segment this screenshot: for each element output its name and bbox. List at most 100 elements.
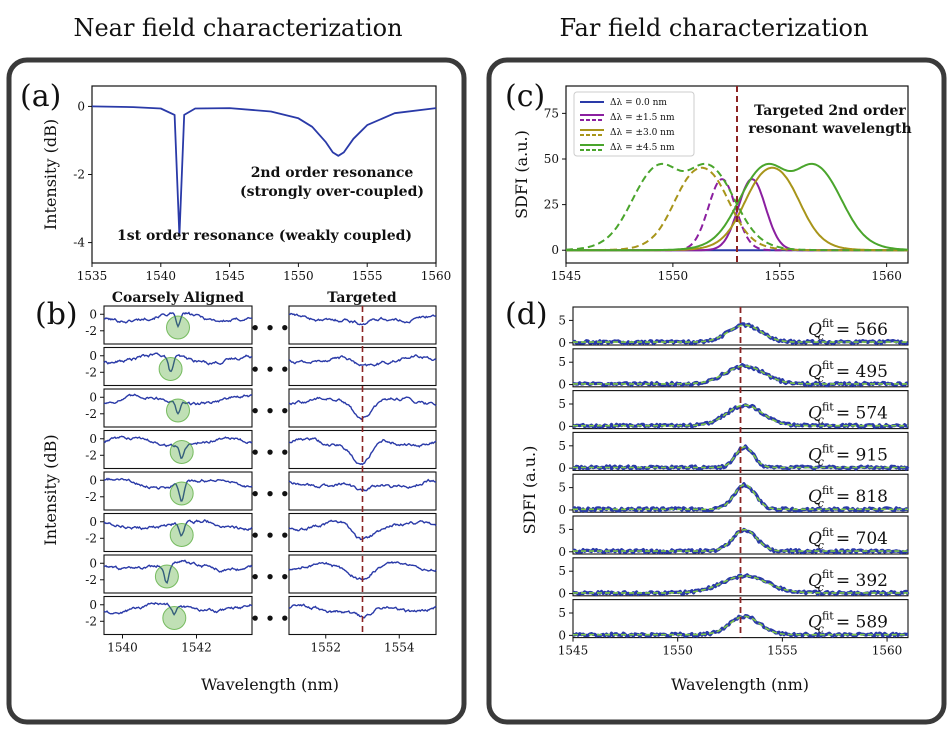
- y-tick-label-d: 0: [558, 461, 566, 475]
- x-tick-label-d: 1550: [662, 644, 693, 658]
- x-tick-label-b: 1552: [310, 641, 341, 655]
- y-tick-label-d: 5: [558, 313, 566, 327]
- alignment-marker-circle: [166, 315, 190, 340]
- q-superscript: fit: [822, 610, 834, 623]
- x-tick-label-a: 1560: [421, 269, 452, 283]
- y-tick-label-d: 5: [558, 564, 566, 578]
- y-axis-label-b: Intensity (dB): [41, 434, 60, 545]
- q-subscript: c: [818, 539, 824, 552]
- fit-line-d: [573, 324, 908, 343]
- x-tick-label-a: 1545: [214, 269, 245, 283]
- q-factor-label: Qfit c = 495: [808, 359, 888, 385]
- y-tick-label-b: -2: [85, 365, 97, 379]
- y-tick-label-c: 75: [544, 106, 559, 120]
- y-tick-label-b: 0: [89, 556, 97, 570]
- q-superscript: fit: [822, 526, 834, 539]
- q-symbol: Q: [808, 529, 822, 549]
- left-panel-frame: [6, 57, 467, 725]
- y-axis-label-a: Intensity (dB): [41, 119, 60, 230]
- trace-right-b: [288, 312, 437, 326]
- coarsely-aligned-title: Coarsely Aligned: [112, 290, 244, 306]
- subplot-left-b: [103, 429, 253, 470]
- ellipsis-separator: • • •: [250, 444, 289, 462]
- y-tick-label-c: 25: [544, 198, 559, 212]
- q-symbol: Q: [808, 404, 822, 424]
- trace-left-b: [103, 559, 253, 584]
- y-tick-label-d: 5: [558, 606, 566, 620]
- right-panel-frame: [486, 57, 947, 725]
- legend-label-c: Δλ = ±3.0 nm: [610, 128, 675, 138]
- x-tick-label-d: 1560: [872, 644, 903, 658]
- trace-left-b: [103, 435, 253, 460]
- ellipsis-separator: • • •: [250, 610, 289, 628]
- legend-box-c: [573, 91, 695, 157]
- y-tick-label-b: -2: [85, 573, 97, 587]
- y-tick-label-c: 0: [551, 243, 559, 257]
- y-tick-label-d: 5: [558, 439, 566, 453]
- x-tick-label-b: 1554: [384, 641, 415, 655]
- right-title: Far field characterization: [560, 14, 869, 42]
- q-subscript: c: [818, 414, 824, 427]
- y-tick-label-b: 0: [89, 515, 97, 529]
- ellipsis-separator: • • •: [250, 485, 289, 503]
- trace-left-b: [103, 477, 253, 502]
- alignment-marker-circle: [162, 605, 187, 630]
- q-superscript: fit: [822, 568, 834, 581]
- x-tick-label-a: 1540: [146, 269, 177, 283]
- x-tick-label-c: 1555: [764, 269, 795, 283]
- q-subscript: c: [818, 455, 824, 468]
- annotation-1st-order: 1st order resonance (weakly coupled): [117, 228, 412, 244]
- ellipsis-separator: • • •: [250, 568, 289, 586]
- q-symbol: Q: [808, 320, 822, 340]
- panel-label-b: (b): [35, 297, 78, 332]
- q-value: = 704: [836, 529, 888, 549]
- y-tick-label-d: 0: [558, 628, 566, 642]
- ellipsis-separator: • • •: [250, 402, 289, 420]
- legend-label-c: Δλ = 0.0 nm: [610, 98, 667, 108]
- x-tick-label-a: 1555: [352, 269, 383, 283]
- y-axis-label-c: SDFI (a.u.): [512, 130, 531, 219]
- y-tick-label-d: 0: [558, 503, 566, 517]
- q-symbol: Q: [808, 445, 822, 465]
- y-tick-label-b: -2: [85, 490, 97, 504]
- q-subscript: c: [818, 581, 824, 594]
- trace-left-b: [103, 519, 253, 537]
- trace-right-b: [288, 354, 437, 367]
- y-tick-label-b: -2: [85, 324, 97, 338]
- legend-label-c: Δλ = ±4.5 nm: [610, 143, 675, 153]
- target-annotation-line1: Targeted 2nd order: [754, 103, 906, 119]
- x-tick-label-c: 1545: [551, 269, 582, 283]
- x-tick-label-a: 1550: [283, 269, 314, 283]
- q-value: = 574: [836, 404, 888, 424]
- q-superscript: fit: [822, 484, 834, 497]
- alignment-marker-circle: [169, 522, 194, 547]
- targeted-title: Targeted: [327, 290, 397, 306]
- trace-left-b: [103, 311, 252, 329]
- fit-line-d: [573, 365, 908, 385]
- y-tick-label-d: 0: [558, 545, 566, 559]
- x-tick-label-d: 1545: [558, 644, 589, 658]
- x-tick-label-b: 1542: [181, 641, 212, 655]
- q-subscript: c: [818, 497, 824, 510]
- transmission-line-a: [91, 105, 437, 237]
- y-tick-label-d: 5: [558, 481, 566, 495]
- subplot-left-b: [103, 512, 253, 553]
- q-factor-label: Qfit c = 574: [808, 401, 888, 427]
- q-superscript: fit: [822, 359, 834, 372]
- y-tick-label-b: -2: [85, 448, 97, 462]
- annotation-over-coupled: (strongly over-coupled): [240, 184, 424, 200]
- alignment-marker-circle: [169, 439, 194, 464]
- y-tick-label-d: 0: [558, 336, 566, 350]
- x-axis-label-b: Wavelength (nm): [201, 675, 339, 694]
- q-factor-label: Qfit c = 392: [808, 568, 888, 594]
- fit-line-d: [573, 575, 908, 594]
- subplot-left-b: [103, 346, 253, 387]
- legend-label-c: Δλ = ±1.5 nm: [610, 113, 675, 123]
- subplot-left-b: [103, 388, 253, 428]
- q-subscript: c: [818, 330, 824, 343]
- y-tick-label-a: -4: [73, 236, 85, 250]
- subplot-left-b: [103, 305, 253, 345]
- y-tick-label-b: 0: [89, 307, 97, 321]
- alignment-marker-circle: [166, 398, 190, 423]
